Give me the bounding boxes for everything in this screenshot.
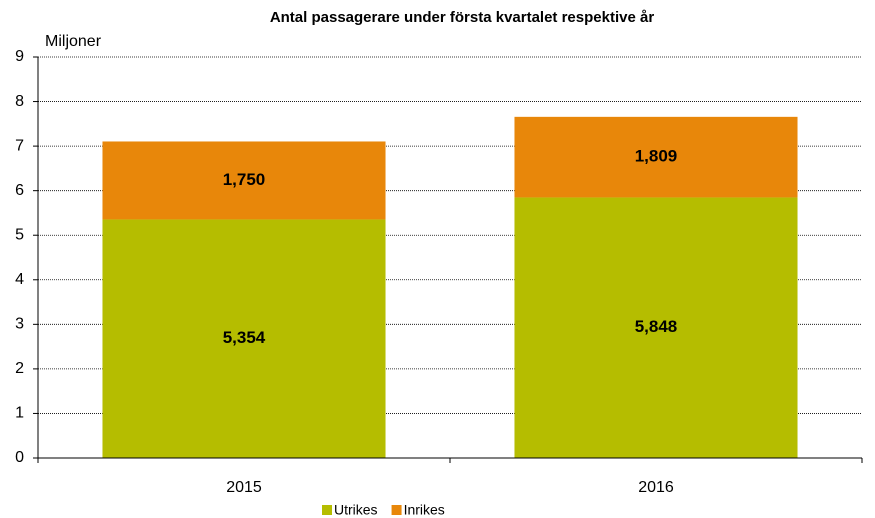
value-label: 5,354: [223, 328, 266, 347]
legend-swatch: [391, 505, 402, 515]
x-tick-label: 2015: [226, 479, 262, 496]
y-tick-label: 6: [15, 182, 24, 199]
y-tick-label: 1: [15, 405, 24, 422]
y-tick-label: 0: [15, 449, 24, 466]
bar-segment: [102, 219, 386, 458]
bar-segment: [102, 141, 386, 220]
bar-segment: [514, 197, 798, 458]
y-tick-label: 2: [15, 360, 24, 377]
y-axis-label: Miljoner: [45, 33, 102, 50]
y-tick-label: 7: [15, 137, 24, 154]
legend-label: Inrikes: [404, 502, 445, 518]
y-tick-label: 9: [15, 48, 24, 65]
y-tick-label: 4: [15, 271, 24, 288]
y-tick-label: 5: [15, 226, 24, 243]
value-label: 5,848: [635, 317, 678, 336]
x-tick-label: 2016: [638, 479, 674, 496]
y-tick-label: 8: [15, 93, 24, 110]
value-label: 1,750: [223, 170, 266, 189]
value-label: 1,809: [635, 147, 678, 166]
chart-title: Antal passagerare under första kvartalet…: [270, 9, 655, 26]
y-tick-label: 3: [15, 316, 24, 333]
legend-swatch: [322, 505, 332, 515]
legend-label: Utrikes: [334, 502, 378, 518]
bar-segment: [514, 116, 798, 198]
